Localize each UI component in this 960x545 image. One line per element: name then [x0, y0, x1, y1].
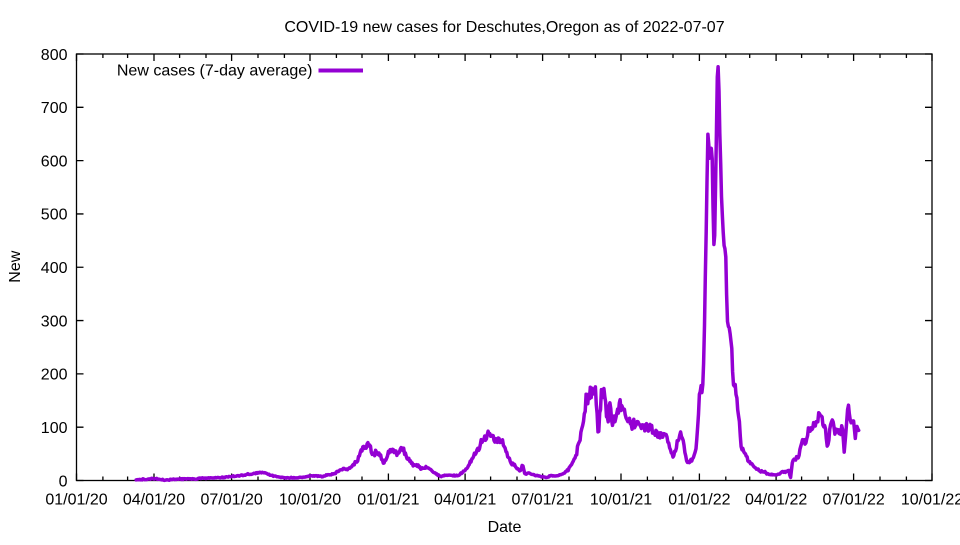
svg-text:500: 500: [41, 207, 68, 224]
svg-text:04/01/21: 04/01/21: [434, 492, 496, 509]
svg-text:100: 100: [41, 420, 68, 437]
svg-text:01/01/21: 01/01/21: [357, 492, 419, 509]
svg-text:New cases (7-day average): New cases (7-day average): [117, 63, 313, 80]
svg-text:10/01/20: 10/01/20: [279, 492, 341, 509]
svg-text:New: New: [7, 250, 24, 282]
svg-text:07/01/22: 07/01/22: [822, 492, 884, 509]
svg-text:04/01/20: 04/01/20: [123, 492, 185, 509]
svg-text:800: 800: [41, 47, 68, 64]
svg-text:10/01/21: 10/01/21: [590, 492, 652, 509]
svg-text:Date: Date: [488, 519, 522, 536]
svg-text:200: 200: [41, 367, 68, 384]
svg-text:01/01/22: 01/01/22: [668, 492, 730, 509]
svg-text:600: 600: [41, 153, 68, 170]
svg-text:300: 300: [41, 313, 68, 330]
svg-text:0: 0: [59, 473, 68, 490]
svg-text:07/01/21: 07/01/21: [511, 492, 573, 509]
svg-text:07/01/20: 07/01/20: [200, 492, 262, 509]
svg-text:01/01/20: 01/01/20: [45, 492, 107, 509]
svg-text:700: 700: [41, 100, 68, 117]
svg-text:10/01/22: 10/01/22: [901, 492, 960, 509]
svg-text:04/01/22: 04/01/22: [745, 492, 807, 509]
svg-text:COVID-19 new cases for Deschut: COVID-19 new cases for Deschutes,Oregon …: [284, 19, 724, 36]
svg-text:400: 400: [41, 260, 68, 277]
